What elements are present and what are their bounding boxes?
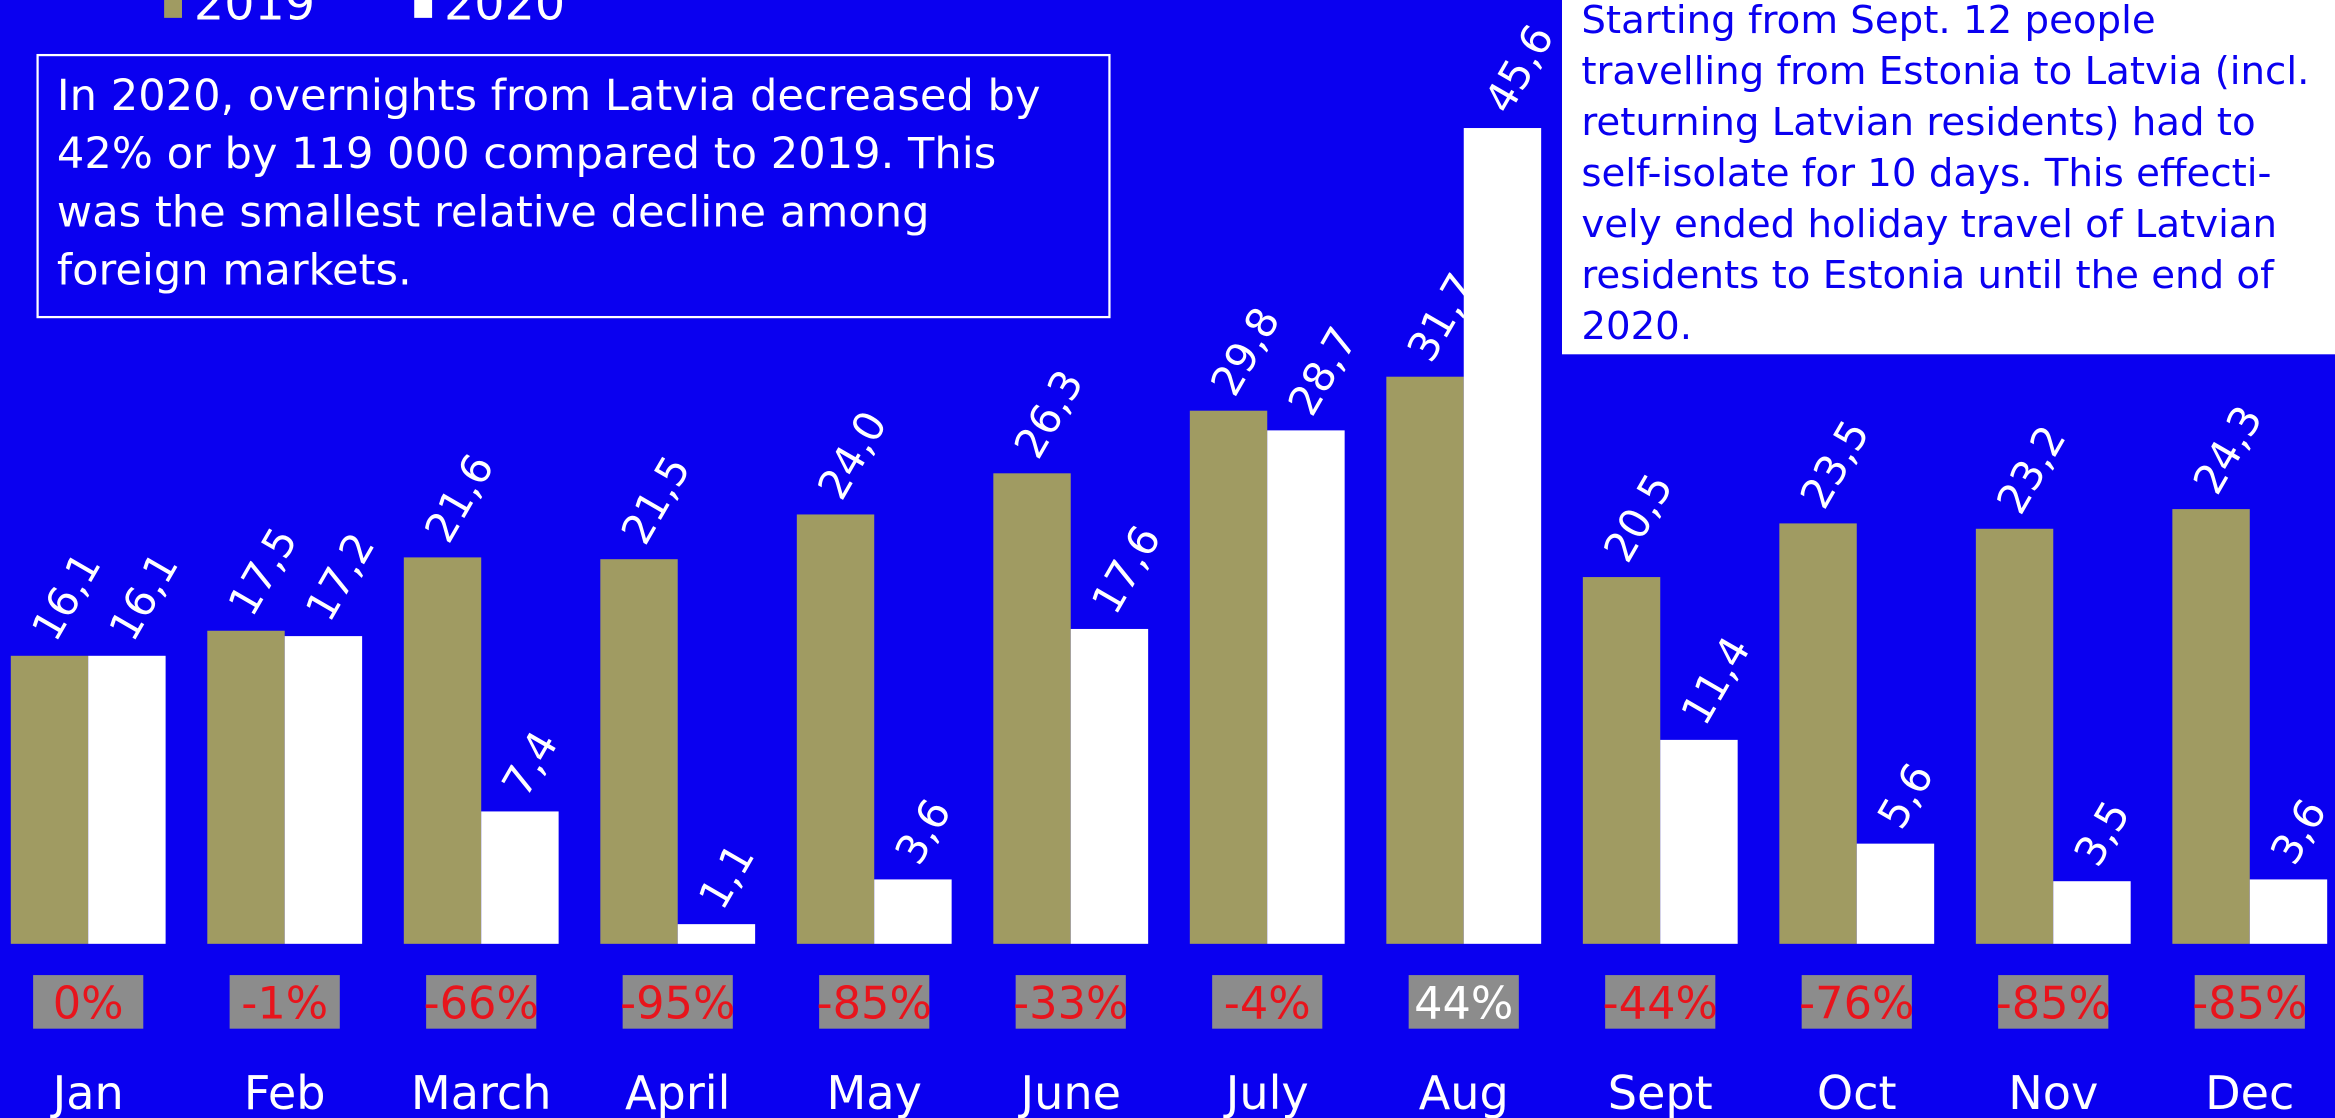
change-box: [1998, 975, 2109, 1029]
bar: [10, 655, 89, 944]
x-tick-label: Nov: [2008, 1066, 2098, 1118]
x-tick-label: Dec: [2205, 1066, 2294, 1118]
bar: [1386, 376, 1464, 944]
annotation-line: Starting from Sept. 12 people: [1581, 0, 2155, 43]
legend-label: 2020: [444, 0, 565, 31]
x-tick-label: Oct: [1817, 1066, 1897, 1118]
change-box: [426, 975, 537, 1029]
change-label: -85%: [2192, 977, 2307, 1029]
change-box: [33, 975, 144, 1029]
bar: [874, 879, 952, 944]
legend-label: 2019: [194, 0, 315, 31]
bar: [1463, 128, 1542, 944]
annotation-line: vely ended holiday travel of Latvian: [1581, 202, 2277, 247]
x-tick-label: Aug: [1419, 1066, 1509, 1118]
change-label: -33%: [1013, 977, 1128, 1029]
change-label: -4%: [1224, 977, 1311, 1029]
legend-swatch: [164, 0, 182, 18]
bar: [2249, 879, 2328, 944]
bar: [600, 559, 678, 944]
change-box: [1015, 975, 1126, 1029]
legend-swatch: [414, 0, 433, 18]
bar: [284, 636, 363, 944]
change-box: [1605, 975, 1716, 1029]
bar: [1189, 410, 1268, 944]
bar: [1975, 528, 2054, 944]
x-tick-label: Sept: [1608, 1066, 1713, 1118]
change-box: [1801, 975, 1912, 1029]
x-tick-label: March: [411, 1066, 552, 1118]
change-label: -44%: [1603, 977, 1718, 1029]
annotation-box: [36, 53, 1111, 319]
change-label: -66%: [424, 977, 539, 1029]
change-label: -85%: [817, 977, 932, 1029]
change-label: 44%: [1414, 977, 1513, 1029]
annotation-box: [1562, 0, 2335, 355]
bar: [207, 630, 285, 944]
change-label: -76%: [1799, 977, 1914, 1029]
annotation-line: In 2020, overnights from Latvia decrease…: [57, 71, 1041, 121]
bar: [993, 473, 1071, 944]
x-tick-label: July: [1223, 1066, 1309, 1118]
x-tick-label: Feb: [244, 1066, 326, 1118]
bar: [2172, 509, 2250, 944]
change-label: -95%: [620, 977, 735, 1029]
change-box: [1212, 975, 1323, 1029]
bar: [1660, 739, 1738, 944]
x-tick-label: June: [1018, 1066, 1121, 1118]
annotation-line: travelling from Estonia to Latvia (incl.: [1581, 49, 2309, 94]
bar: [677, 924, 756, 944]
annotation-line: was the smallest relative decline among: [57, 187, 930, 237]
bar: [1267, 430, 1345, 944]
annotation-line: 2020.: [1581, 304, 1692, 349]
bar: [1779, 523, 1857, 944]
annotation-line: self-isolate for 10 days. This effecti-: [1581, 151, 2271, 196]
annotation-line: residents to Estonia until the end of: [1581, 253, 2275, 298]
annotation-line: foreign markets.: [57, 245, 412, 295]
bar: [1070, 628, 1149, 944]
change-box: [1408, 975, 1519, 1029]
bar: [1856, 843, 1935, 944]
bar: [403, 557, 482, 944]
annotation-line: returning Latvian residents) had to: [1581, 100, 2255, 145]
x-tick-label: Jan: [50, 1066, 124, 1118]
annotation-line: 42% or by 119 000 compared to 2019. This: [57, 129, 996, 179]
change-box: [819, 975, 930, 1029]
x-tick-label: April: [625, 1066, 730, 1118]
change-box: [622, 975, 733, 1029]
bar: [2053, 881, 2131, 944]
change-label: 0%: [53, 977, 124, 1029]
bar: [88, 655, 166, 944]
change-box: [2194, 975, 2305, 1029]
bar: [481, 811, 559, 944]
x-tick-label: May: [827, 1066, 922, 1118]
change-label: -1%: [241, 977, 328, 1029]
change-box: [229, 975, 340, 1029]
bar: [1582, 577, 1661, 944]
change-label: -85%: [1996, 977, 2111, 1029]
bar: [796, 514, 875, 944]
